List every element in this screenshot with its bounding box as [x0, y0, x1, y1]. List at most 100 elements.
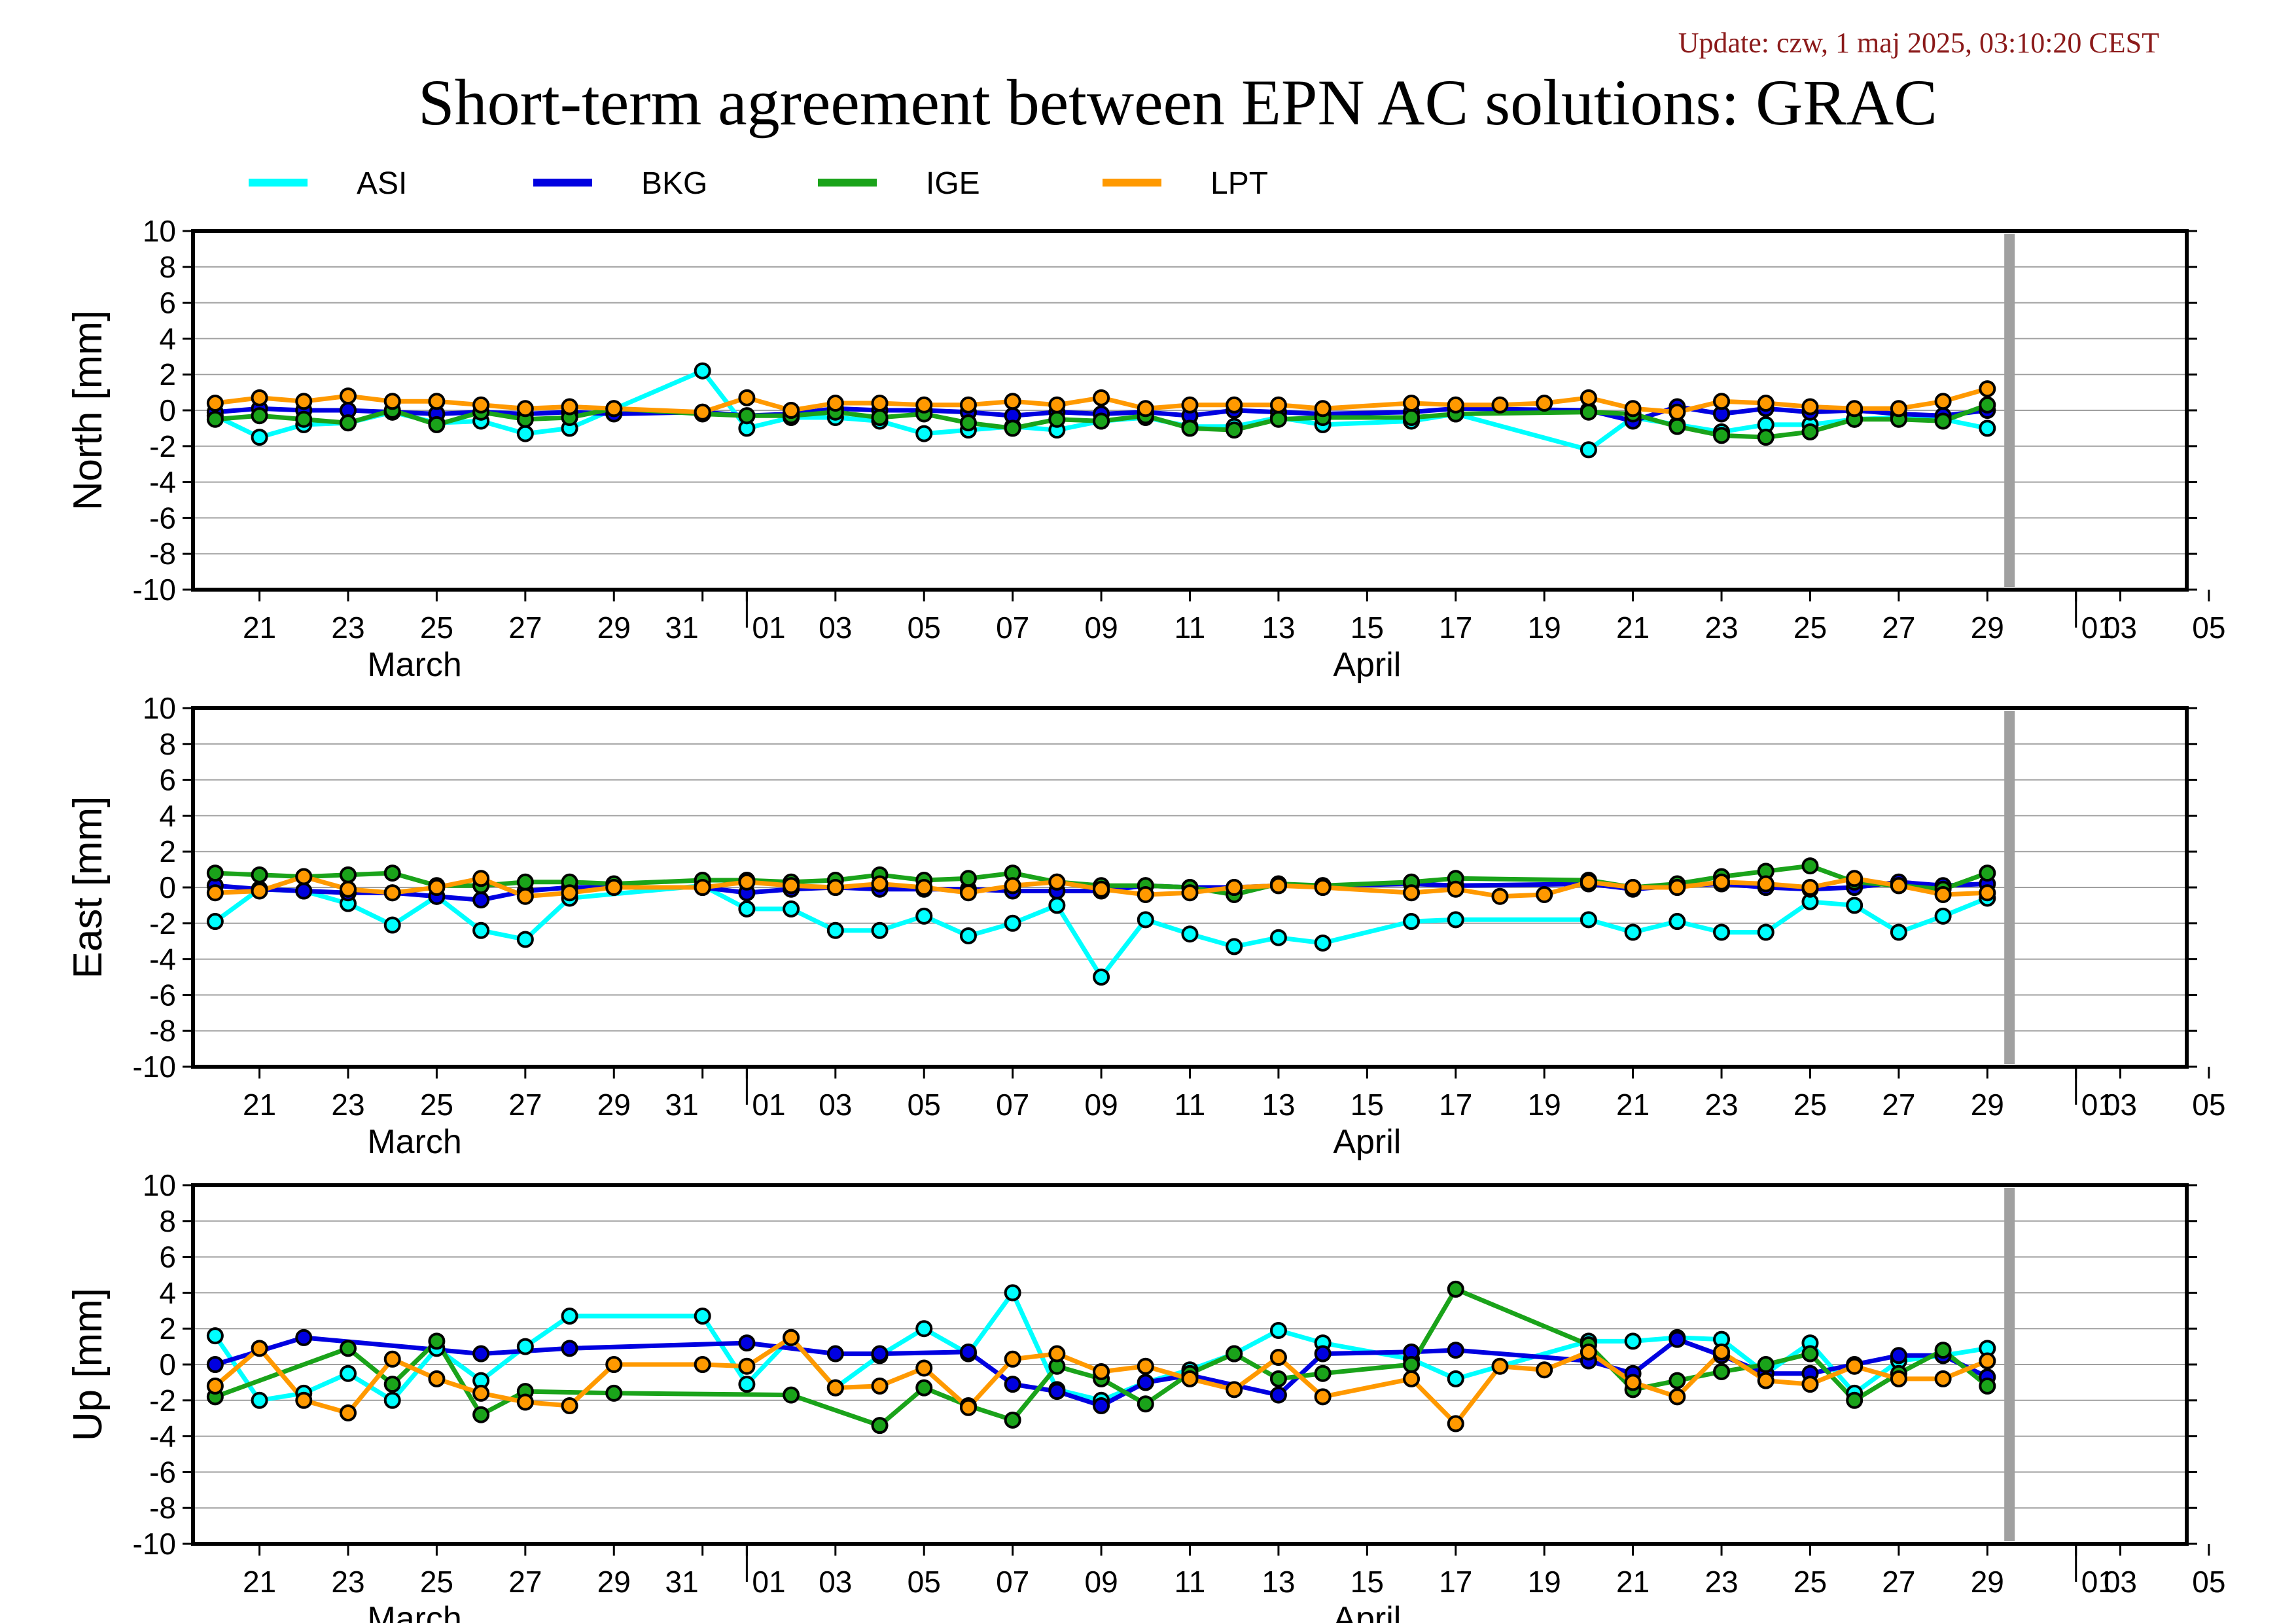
point-ige	[1669, 1372, 1686, 1389]
point-lpt	[1846, 870, 1863, 887]
update-timestamp: Update: czw, 1 maj 2025, 03:10:20 CEST	[1678, 27, 2159, 59]
point-asi	[1269, 929, 1287, 946]
x-tick-label: 31	[665, 1088, 699, 1122]
point-ige	[1314, 1364, 1332, 1382]
point-asi	[826, 921, 844, 939]
point-ige	[339, 414, 357, 432]
point-bkg	[472, 891, 490, 909]
legend-label-ige: IGE	[926, 166, 980, 201]
point-lpt	[1004, 393, 1021, 410]
point-asi	[561, 1308, 578, 1325]
x-tick-label: 01	[2081, 611, 2115, 645]
y-tick-label: 4	[159, 321, 176, 355]
point-ige	[1979, 396, 1996, 414]
point-ige	[1713, 1363, 1731, 1380]
point-lpt	[1269, 1349, 1287, 1366]
point-asi	[1757, 923, 1775, 941]
point-bkg	[472, 1345, 490, 1363]
point-ige	[383, 1376, 401, 1393]
point-lpt	[1801, 879, 1819, 896]
y-tick-label: -6	[149, 978, 176, 1012]
legend: ASI BKG IGE LPT	[249, 166, 1268, 201]
x-tick-label: 15	[1351, 1088, 1384, 1122]
point-lpt	[295, 1391, 313, 1409]
point-lpt	[1979, 884, 1996, 902]
x-tick-label: 23	[331, 1088, 364, 1122]
point-lpt	[826, 1379, 844, 1397]
point-bkg	[1269, 1386, 1287, 1404]
x-tick-label: 17	[1439, 1088, 1472, 1122]
point-ige	[1403, 1356, 1421, 1373]
point-lpt	[1093, 880, 1110, 898]
point-asi	[1580, 441, 1597, 459]
point-lpt	[339, 880, 357, 898]
legend-item-asi: ASI	[249, 166, 407, 201]
point-ige	[295, 410, 313, 428]
point-asi	[251, 1391, 268, 1409]
point-asi	[1004, 1284, 1021, 1302]
point-asi	[738, 900, 756, 918]
point-lpt	[738, 389, 756, 406]
point-lpt	[1137, 400, 1154, 418]
x-tick-label: 23	[331, 1565, 364, 1599]
point-lpt	[1713, 873, 1731, 891]
y-axis-label: East [mm]	[65, 796, 111, 978]
point-lpt	[516, 400, 534, 418]
legend-label-asi: ASI	[357, 166, 407, 201]
legend-label-lpt: LPT	[1210, 166, 1268, 201]
point-lpt	[1491, 887, 1509, 905]
point-asi	[206, 913, 224, 931]
point-asi	[783, 900, 800, 918]
point-bkg	[1669, 1330, 1686, 1348]
x-tick-label: 27	[508, 611, 542, 645]
x-tick-label: 07	[996, 1088, 1029, 1122]
point-asi	[383, 1391, 401, 1409]
point-lpt	[871, 875, 889, 893]
x-tick-label: 29	[1971, 611, 2004, 645]
point-lpt	[1137, 1357, 1154, 1375]
point-lpt	[1890, 877, 1907, 895]
point-bkg	[1004, 1376, 1021, 1393]
x-tick-label: 03	[819, 611, 852, 645]
x-tick-label: 05	[2192, 1088, 2225, 1122]
point-ige	[1757, 1356, 1775, 1373]
point-lpt	[1580, 873, 1597, 891]
point-lpt	[1934, 1370, 1952, 1387]
point-ige	[605, 1384, 623, 1402]
point-lpt	[472, 1384, 490, 1402]
month-label-march: March	[367, 646, 461, 684]
y-tick-label: 10	[143, 691, 176, 725]
x-tick-label: 19	[1528, 1565, 1561, 1599]
x-tick-label: 13	[1262, 611, 1295, 645]
x-tick-label: 19	[1528, 1088, 1561, 1122]
point-asi	[206, 1327, 224, 1345]
point-asi	[1580, 911, 1597, 929]
point-bkg	[1314, 1345, 1332, 1363]
point-asi	[251, 429, 268, 446]
legend-item-ige: IGE	[818, 166, 980, 201]
x-tick-label: 29	[1971, 1565, 2004, 1599]
point-lpt	[959, 884, 977, 902]
point-lpt	[516, 887, 534, 905]
point-lpt	[428, 1370, 446, 1387]
y-tick-label: -10	[133, 1050, 176, 1084]
x-tick-label: 17	[1439, 1565, 1472, 1599]
point-lpt	[295, 868, 313, 885]
x-tick-label: 25	[420, 611, 453, 645]
point-lpt	[738, 873, 756, 891]
point-lpt	[428, 393, 446, 410]
y-tick-label: -8	[149, 1014, 176, 1048]
point-lpt	[1181, 1370, 1199, 1387]
point-lpt	[251, 882, 268, 900]
point-lpt	[428, 879, 446, 896]
point-asi	[1137, 911, 1154, 929]
point-asi	[1447, 911, 1464, 929]
point-bkg	[1447, 1342, 1464, 1359]
plot-frame	[191, 1183, 2189, 1546]
x-tick-label: 27	[1882, 1565, 1915, 1599]
x-tick-label: 21	[1616, 1565, 1650, 1599]
point-asi	[1624, 1332, 1642, 1350]
point-lpt	[1580, 389, 1597, 406]
